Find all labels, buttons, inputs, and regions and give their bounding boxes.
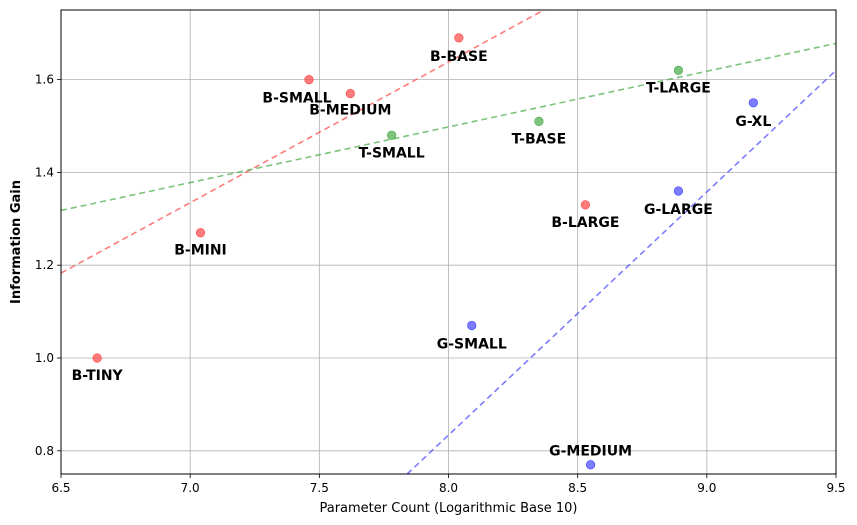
point-label: B-MEDIUM (309, 103, 391, 119)
point-label: T-BASE (512, 131, 566, 147)
y-tick-label: 1.0 (35, 351, 54, 365)
data-point (585, 460, 596, 470)
data-point (467, 320, 477, 331)
grid (60, 10, 837, 474)
data-point (748, 98, 758, 108)
trend-line (61, 10, 546, 274)
trend-line (61, 42, 836, 212)
x-tick-label: 8.0 (439, 481, 458, 495)
data-points (92, 33, 758, 470)
data-point (580, 200, 591, 210)
data-point (92, 353, 102, 363)
x-tick-label: 8.5 (568, 481, 587, 495)
point-label: B-LARGE (551, 215, 619, 231)
data-point (673, 65, 684, 75)
x-tick-label: 9.0 (697, 481, 716, 495)
y-tick-label: 0.8 (35, 444, 54, 458)
y-tick-label: 1.4 (35, 165, 54, 179)
point-label: B-TINY (72, 368, 124, 384)
point-label: G-LARGE (644, 202, 713, 218)
point-label: B-SMALL (262, 91, 331, 107)
axis-ticks: 6.5 7.0 7.5 8.0 8.5 9.0 9.5 0.8 1.0 1.2 1.4 1.6 (35, 73, 846, 495)
y-tick-label: 1.6 (35, 73, 54, 87)
point-label: T-LARGE (646, 80, 711, 96)
point-label: G-XL (735, 114, 771, 130)
trend-line (406, 69, 836, 474)
data-point (345, 88, 355, 99)
x-tick-label: 9.5 (826, 481, 845, 495)
point-label: G-SMALL (437, 337, 507, 353)
data-point (195, 228, 206, 238)
trend-lines (61, 10, 836, 474)
data-point (673, 186, 684, 196)
data-point (304, 74, 314, 85)
point-label: T-SMALL (359, 145, 425, 161)
point-label: B-BASE (430, 49, 488, 65)
data-point (534, 116, 544, 126)
y-axis-label: Information Gain (9, 180, 24, 304)
point-label: B-MINI (174, 243, 227, 259)
data-point (387, 130, 397, 140)
x-tick-label: 7.0 (181, 481, 200, 495)
point-label: G-MEDIUM (549, 444, 632, 460)
x-tick-label: 6.5 (51, 481, 70, 495)
x-axis-label: Parameter Count (Logarithmic Base 10) (319, 501, 577, 516)
x-tick-label: 7.5 (310, 481, 329, 495)
data-point (454, 33, 464, 43)
y-tick-label: 1.2 (35, 258, 54, 272)
